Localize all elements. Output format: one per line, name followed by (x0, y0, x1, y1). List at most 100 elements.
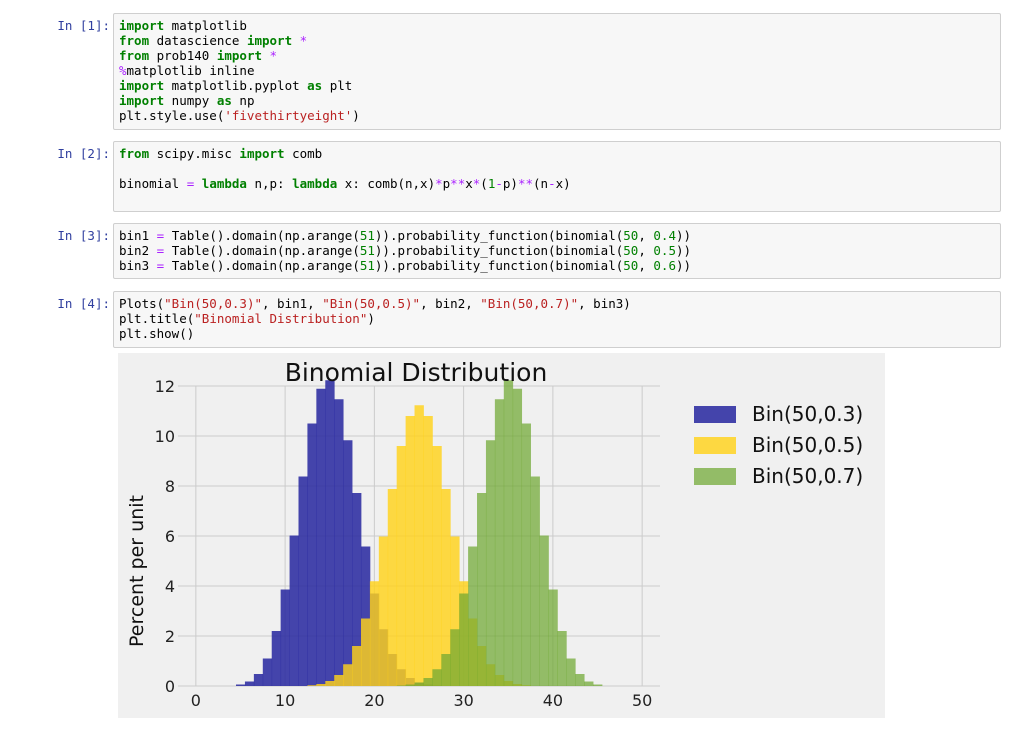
code-token: as (216, 93, 232, 108)
histogram-bar (298, 476, 308, 686)
histogram-bar (316, 388, 326, 686)
x-tick-label: 30 (453, 691, 473, 710)
histogram-bar (468, 546, 478, 686)
histogram-bar (423, 416, 433, 686)
code-token: ) (367, 311, 375, 326)
cell-prompt: In [4]: (57, 296, 110, 311)
code-token: 51 (359, 228, 375, 243)
code-token (194, 176, 202, 191)
code-token: )).probability_function(binomial( (374, 258, 624, 273)
code-token: % (119, 63, 127, 78)
code-token: )) (675, 243, 692, 258)
code-input[interactable]: from scipy.misc import comb binomial = la… (113, 141, 1001, 212)
legend-swatch (694, 406, 736, 423)
code-token: ( (480, 176, 488, 191)
code-token: p (442, 176, 451, 191)
histogram-bar (503, 380, 514, 686)
code-token: x (465, 176, 473, 191)
code-token (292, 33, 300, 48)
code-token: numpy (164, 93, 217, 108)
code-token: from (119, 48, 150, 63)
code-token: 51 (359, 258, 375, 273)
code-token (262, 48, 270, 63)
code-token: plt.title( (119, 311, 195, 326)
code-token: Plots( (119, 296, 165, 311)
code-token: , (638, 258, 654, 273)
code-token: - (495, 176, 503, 191)
code-token: as (307, 78, 323, 93)
x-tick-label: 10 (275, 691, 295, 710)
code-token: 50 (623, 228, 639, 243)
code-token: * (472, 176, 481, 191)
code-token: matplotlib.pyplot (164, 78, 308, 93)
legend-swatch (694, 437, 736, 454)
histogram-bar (307, 685, 317, 686)
code-token: )) (675, 228, 692, 243)
code-token: Table().domain(np.arange( (164, 228, 360, 243)
code-line: bin2 = Table().domain(np.arange(51)).pro… (119, 243, 995, 258)
code-token: = (156, 243, 165, 258)
series-bars (396, 380, 603, 686)
y-tick-label: 2 (165, 627, 175, 646)
code-input[interactable]: Plots("Bin(50,0.3)", bin1, "Bin(50,0.5)"… (113, 291, 1001, 348)
histogram-bar (575, 674, 585, 686)
code-line: from datascience import * (119, 33, 995, 48)
code-token: plt.style.use( (119, 108, 225, 123)
code-token: x: comb(n,x) (337, 176, 436, 191)
code-token: 'fivethirtyeight' (224, 108, 353, 123)
histogram-bar (566, 658, 576, 686)
code-token: matplotlib inline (126, 63, 255, 78)
code-token: 0.4 (653, 228, 676, 243)
code-token: n,p: (246, 176, 293, 191)
code-line: import numpy as np (119, 93, 995, 108)
code-token: )) (675, 258, 692, 273)
x-tick-labels: 0 10 20 30 40 50 (191, 691, 653, 710)
histogram-bar (405, 684, 415, 686)
code-line: from scipy.misc import comb (119, 146, 995, 161)
histogram-bar (441, 489, 451, 686)
code-token: 50 (623, 243, 639, 258)
code-token: , (638, 243, 654, 258)
code-token: import (216, 48, 262, 63)
histogram-bar (548, 589, 558, 686)
histogram-bar (450, 629, 460, 686)
histogram-bar (494, 399, 505, 686)
code-token: 1 (487, 176, 496, 191)
code-token: * (269, 48, 278, 63)
code-line (119, 191, 995, 206)
y-tick-label: 4 (165, 577, 175, 596)
code-token: plt.show() (119, 326, 195, 341)
code-token: comb (284, 146, 323, 161)
histogram-bar (557, 631, 567, 686)
histogram-bar (236, 684, 246, 686)
code-token: p) (502, 176, 518, 191)
code-token: )).probability_function(binomial( (374, 243, 624, 258)
code-token: import (119, 18, 165, 33)
code-token: bin3 (119, 258, 157, 273)
histogram-bar (450, 536, 460, 686)
cell-prompt: In [1]: (57, 18, 110, 33)
chart-legend: Bin(50,0.3) Bin(50,0.5) Bin(50,0.7) (694, 402, 863, 488)
code-token: * (435, 176, 443, 191)
histogram-bar (405, 416, 415, 686)
histogram-bar (521, 423, 531, 686)
code-token: import (119, 78, 165, 93)
code-line: Plots("Bin(50,0.3)", bin1, "Bin(50,0.5)"… (119, 296, 995, 311)
code-input[interactable]: bin1 = Table().domain(np.arange(51)).pro… (113, 223, 1001, 279)
y-axis-label: Percent per unit (126, 495, 148, 647)
histogram-bar (307, 423, 317, 686)
histogram-bar (352, 646, 362, 686)
histogram-bar (360, 546, 371, 686)
histogram-bar (414, 682, 424, 686)
histogram-bar (325, 681, 335, 686)
histogram-bar (352, 493, 362, 686)
code-token: import (239, 146, 285, 161)
code-token: from (119, 146, 150, 161)
y-tick-label: 0 (165, 677, 175, 696)
code-input[interactable]: import matplotlib from datascience import… (113, 13, 1001, 130)
code-token: matplotlib (164, 18, 247, 33)
code-token: 50 (623, 258, 639, 273)
code-token: ) (352, 108, 360, 123)
code-token: binomial (119, 176, 187, 191)
y-tick-label: 12 (155, 377, 175, 396)
